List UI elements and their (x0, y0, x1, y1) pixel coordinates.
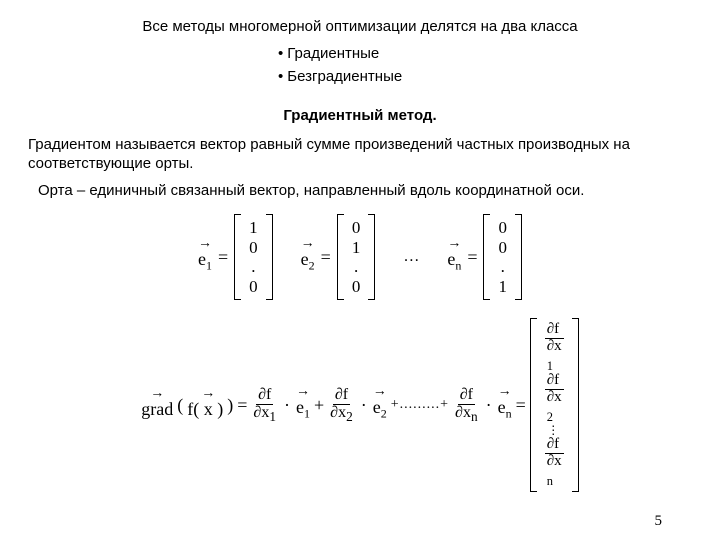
bullet-item: Безградиентные (278, 68, 692, 85)
equals-sign: = (237, 395, 247, 416)
paragraph: Орта – единичный связанный вектор, напра… (38, 182, 692, 201)
bullet-list: Градиентные Безградиентные (278, 45, 692, 85)
vector-arrow-icon: → (447, 237, 461, 251)
plus-sign: + (314, 395, 324, 416)
title-line: Все методы многомерной оптимизации делят… (28, 18, 692, 35)
dot-operator-icon: · (282, 395, 292, 416)
unit-vector-en: → en = 0 0 . 1 (447, 214, 522, 300)
vector-symbol: → e1 (296, 389, 310, 422)
slide-page: Все методы многомерной оптимизации делят… (0, 0, 720, 540)
vector-arrow-icon: → (498, 385, 512, 399)
vector-symbol: → en (447, 241, 461, 274)
paragraph: Градиентом называется вектор равный сумм… (28, 136, 692, 174)
fx-symbol: → f( x ) (187, 391, 223, 420)
vector-symbol: → e2 (301, 241, 315, 274)
vector-arrow-icon: → (141, 387, 173, 401)
vector-arrow-icon: → (373, 385, 387, 399)
partial-fraction: ∂f ∂xn (453, 387, 480, 424)
unit-vectors-row: → e1 = 1 0 . 0 → e2 = (28, 214, 692, 300)
vector-arrow-icon: → (296, 385, 310, 399)
dot-operator-icon: · (484, 395, 494, 416)
equals-sign: = (516, 395, 526, 416)
equals-sign: = (218, 247, 228, 268)
vector-symbol: → en (498, 389, 512, 422)
close-paren: ) (227, 395, 233, 416)
vector-arrow-icon: → (198, 237, 212, 251)
column-vector: 1 0 . 0 (234, 214, 273, 300)
column-vector: 0 1 . 0 (337, 214, 376, 300)
gradient-equation: → grad ( → f( x ) ) = ∂f ∂x1 · → e1 + ∂f… (28, 318, 692, 492)
bullet-item: Градиентные (278, 45, 692, 62)
column-vector: 0 0 . 1 (483, 214, 522, 300)
vector-symbol: → e2 (373, 389, 387, 422)
unit-vector-e2: → e2 = 0 1 . 0 (301, 214, 376, 300)
ellipsis: … (403, 248, 419, 266)
grad-symbol: → grad (141, 391, 173, 420)
vector-symbol: → e1 (198, 241, 212, 274)
vector-arrow-icon: → (201, 387, 215, 401)
page-number: 5 (655, 513, 663, 530)
dot-operator-icon: · (359, 395, 369, 416)
unit-vector-e1: → e1 = 1 0 . 0 (198, 214, 273, 300)
section-heading: Градиентный метод. (28, 107, 692, 124)
equals-sign: = (321, 247, 331, 268)
plus-dots: +.........+ (391, 397, 449, 413)
gradient-column-vector: ∂f ∂x1 ∂f ∂x2 ⋮ ∂f ∂xn (530, 318, 579, 492)
equals-sign: = (467, 247, 477, 268)
open-paren: ( (177, 395, 183, 416)
partial-fraction: ∂f ∂x2 (328, 387, 355, 424)
vector-arrow-icon: → (301, 237, 315, 251)
partial-fraction: ∂f ∂x1 (251, 387, 278, 424)
